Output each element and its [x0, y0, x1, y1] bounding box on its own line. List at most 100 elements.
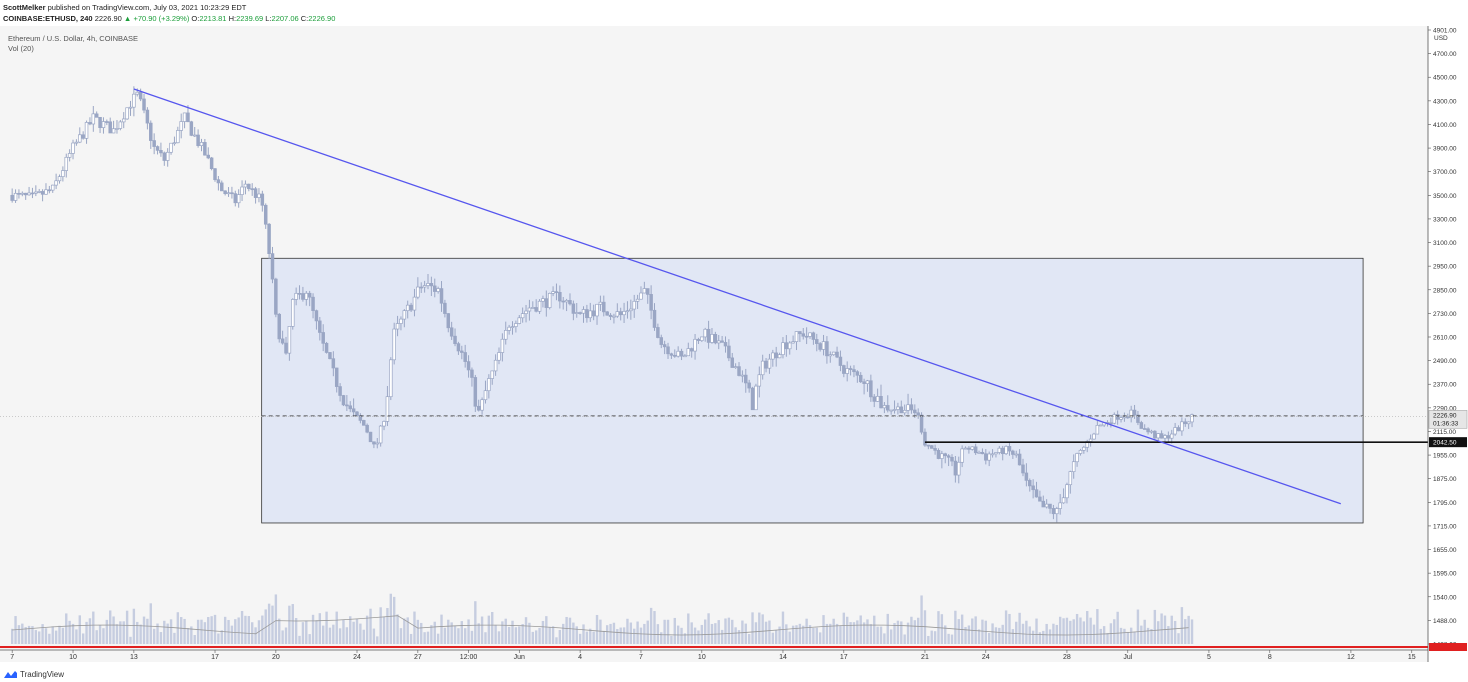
volume-bar — [984, 620, 988, 644]
candle-body — [1129, 409, 1133, 418]
chart-legend-title: Ethereum / U.S. Dollar, 4h, COINBASE — [8, 34, 139, 43]
volume-bar — [156, 623, 159, 644]
volume-bar — [737, 630, 741, 644]
volume-bar — [832, 618, 835, 644]
candle-body — [578, 312, 582, 314]
candle-body — [142, 98, 146, 111]
candle-body — [1166, 435, 1171, 439]
candle-body — [957, 461, 961, 476]
candle-body — [767, 358, 772, 369]
volume-bar — [250, 622, 254, 644]
volume-bar — [504, 618, 507, 644]
candle-body — [547, 293, 552, 308]
chart-area[interactable]: 4901.00 4700.00 4500.00 4300.00 4100.00 3900.… — [0, 26, 1468, 662]
volume-bar — [487, 615, 491, 644]
candle-body — [1017, 453, 1022, 466]
candle-body — [287, 326, 292, 354]
candle-body — [771, 352, 775, 360]
candle-body — [1092, 433, 1096, 440]
volume-bar — [338, 628, 342, 644]
volume-bar — [315, 620, 318, 644]
candle-body — [943, 453, 947, 457]
candle-body — [294, 292, 298, 300]
volume-bar — [653, 611, 656, 644]
volume-bar — [889, 629, 893, 644]
volume-bar — [967, 625, 971, 644]
x-tick-label: 7 — [639, 654, 643, 661]
candle-body — [517, 317, 522, 324]
candle-body — [355, 411, 359, 416]
candle-body — [101, 121, 106, 128]
candle-body — [1038, 496, 1042, 502]
volume-bar — [71, 623, 75, 644]
volume-bar — [423, 632, 426, 644]
candle-body — [1146, 428, 1150, 433]
candle-body — [683, 355, 687, 358]
price-chart[interactable]: 4901.00 4700.00 4500.00 4300.00 4100.00 3900.… — [0, 26, 1468, 662]
volume-bar — [954, 610, 957, 644]
candle-body — [507, 326, 511, 331]
candle-body — [57, 176, 62, 182]
volume-bar — [991, 623, 994, 644]
volume-bar — [572, 622, 575, 644]
volume-bar — [531, 631, 534, 644]
volume-bar — [95, 630, 98, 644]
candle-body — [247, 183, 251, 190]
candle-body — [206, 154, 211, 159]
volume-bar — [670, 635, 673, 644]
candle-body — [111, 128, 116, 134]
candle-body — [886, 405, 890, 411]
candle-body — [1011, 450, 1015, 455]
candle-body — [990, 453, 995, 456]
candle-body — [1132, 409, 1137, 416]
volume-bar — [1025, 620, 1028, 644]
volume-bar — [190, 626, 193, 644]
volume-bar — [17, 625, 21, 644]
candle-body — [362, 420, 366, 426]
volume-bar — [122, 621, 125, 644]
high-value: 2239.69 — [236, 14, 264, 23]
volume-bar — [467, 619, 470, 644]
range-zone — [261, 257, 1364, 524]
volume-bar — [450, 622, 453, 644]
candle-body — [1065, 484, 1069, 499]
volume-bar — [294, 618, 298, 644]
volume-bar — [389, 593, 393, 644]
candle-body — [125, 107, 129, 120]
candle-body — [612, 315, 616, 318]
candle-body — [865, 380, 870, 384]
volume-bar — [1015, 621, 1018, 644]
candle-body — [514, 323, 518, 327]
candle-body — [848, 368, 853, 370]
volume-bar — [697, 630, 700, 644]
volume-bar — [548, 626, 551, 644]
candle-body — [250, 188, 254, 191]
candle-body — [466, 361, 471, 371]
y-tick-label: 1955.00 — [1433, 453, 1457, 460]
volume-bar — [605, 625, 609, 644]
candle-body — [953, 460, 958, 476]
candle-body — [791, 341, 795, 344]
volume-bar — [974, 616, 977, 644]
volume-bar — [998, 627, 1001, 644]
volume-bar — [355, 618, 359, 644]
candle-body — [365, 424, 369, 433]
candle-body — [946, 455, 951, 458]
volume-bar — [707, 613, 710, 644]
candle-body — [801, 333, 805, 337]
y-tick-label: 2290.00 — [1433, 405, 1457, 412]
volume-bar — [1089, 617, 1092, 644]
candle-body — [710, 334, 714, 343]
x-tick-label: 15 — [1408, 654, 1416, 661]
volume-bar — [1011, 629, 1015, 644]
volume-bar — [193, 635, 196, 644]
volume-bar — [61, 627, 65, 644]
volume-bar — [541, 620, 545, 644]
candle-body — [716, 340, 721, 344]
volume-bar — [994, 627, 998, 644]
x-tick-label: 8 — [1268, 654, 1272, 661]
volume-bar — [129, 636, 132, 644]
y-axis-unit: USD — [1434, 35, 1448, 42]
candle-body — [635, 298, 640, 302]
volume-bar — [484, 632, 487, 644]
